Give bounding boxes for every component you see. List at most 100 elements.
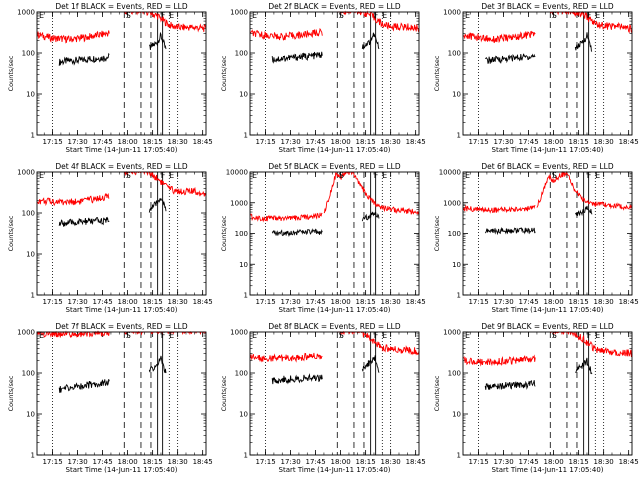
panel-title: Det 4f BLACK = Events, RED = LLD [55, 162, 188, 171]
x-tick-label: 18:00 [118, 298, 138, 306]
x-tick-label: 18:00 [118, 458, 138, 466]
x-tick-label: 17:30 [280, 298, 300, 306]
y-tick-label: 10 [26, 91, 35, 99]
x-tick-label: 18:15 [143, 458, 163, 466]
x-axis-label: Start Time (14-Jun-11 17:05:40) [66, 306, 178, 314]
x-tick-label: 18:30 [168, 138, 188, 146]
y-tick-label: 1000 [17, 9, 35, 17]
y-tick-label: 1000 [17, 329, 35, 337]
x-tick-label: 17:30 [67, 138, 87, 146]
y-tick-label: 1000 [443, 9, 461, 17]
y-axis-label: Counts/sec [433, 375, 441, 411]
x-axis-label: Start Time (14-Jun-11 17:05:40) [492, 466, 604, 474]
x-tick-label: 18:45 [193, 138, 213, 146]
y-tick-label: 10 [239, 261, 248, 269]
panel-svg: Det 7f BLACK = Events, RED = LLDCounts/s… [0, 320, 213, 480]
detector-panel-6: Det 6f BLACK = Events, RED = LLD Counts/s… [426, 160, 639, 320]
x-tick-label: 17:15 [468, 138, 488, 146]
y-tick-label: 1 [457, 132, 461, 140]
x-tick-label: 17:30 [493, 138, 513, 146]
x-tick-label: 18:15 [356, 138, 376, 146]
series-events-line [485, 54, 535, 64]
y-tick-label: 10 [26, 251, 35, 259]
series-lld-line [464, 356, 536, 365]
y-tick-label: 100 [235, 370, 248, 378]
detector-panel-5: Det 5f BLACK = Events, RED = LLD Counts/s… [213, 160, 426, 320]
x-tick-label: 18:30 [381, 458, 401, 466]
panel-title: Det 6f BLACK = Events, RED = LLD [481, 162, 614, 171]
y-tick-label: 1 [457, 292, 461, 300]
x-axis-label: Start Time (14-Jun-11 17:05:40) [492, 306, 604, 314]
y-axis-label: Counts/sec [220, 375, 228, 411]
x-tick-label: 18:45 [193, 458, 213, 466]
panel-svg: Det 1f BLACK = Events, RED = LLD Counts/s… [0, 0, 213, 160]
x-tick-label: 18:00 [331, 458, 351, 466]
x-tick-label: 18:30 [594, 138, 614, 146]
panel-svg: Det 5f BLACK = Events, RED = LLDCounts/s… [213, 160, 426, 320]
x-tick-label: 18:30 [168, 298, 188, 306]
y-tick-label: 10 [452, 411, 461, 419]
x-tick-label: 18:00 [544, 458, 564, 466]
x-tick-label: 17:45 [306, 458, 326, 466]
x-tick-label: 17:45 [519, 458, 539, 466]
panel-title: Det 3f BLACK = Events, RED = LLD [481, 2, 614, 11]
series-lld-line [38, 31, 110, 43]
y-tick-label: 1 [31, 292, 35, 300]
plot-frame [37, 332, 206, 455]
x-axis-label: Start Time (14-Jun-11 17:05:40) [279, 306, 391, 314]
x-axis-label: Start Time (14-Jun-11 17:05:40) [279, 146, 391, 154]
x-axis-label: Start Time (14-Jun-11 17:05:40) [492, 146, 604, 154]
x-tick-label: 18:00 [544, 298, 564, 306]
x-tick-label: 17:30 [67, 458, 87, 466]
x-tick-label: 17:15 [255, 298, 275, 306]
y-tick-label: 10 [239, 91, 248, 99]
panel-title: Det 2f BLACK = Events, RED = LLD [268, 2, 401, 11]
detector-lightcurve-grid: Det 1f BLACK = Events, RED = LLD Counts/s… [0, 0, 640, 480]
x-tick-label: 17:15 [255, 458, 275, 466]
panel-svg: Det 3f BLACK = Events, RED = LLD Counts/s… [426, 0, 639, 160]
x-tick-label: 18:45 [406, 458, 426, 466]
x-tick-label: 17:45 [93, 298, 113, 306]
series-events-line [272, 375, 322, 384]
y-tick-label: 1000 [443, 329, 461, 337]
x-tick-label: 17:15 [42, 298, 62, 306]
y-tick-label: 1 [244, 452, 248, 460]
detector-panel-7: Det 7f BLACK = Events, RED = LLD Counts/s… [0, 320, 213, 480]
x-tick-label: 17:15 [468, 298, 488, 306]
x-tick-label: 17:30 [67, 298, 87, 306]
x-tick-label: 18:45 [193, 298, 213, 306]
y-axis-label: Counts/sec [433, 215, 441, 251]
y-tick-label: 1 [244, 292, 248, 300]
x-tick-label: 18:00 [331, 138, 351, 146]
plot-frame [463, 172, 632, 295]
panel-svg: Det 2f BLACK = Events, RED = LLD Counts/s… [213, 0, 426, 160]
x-tick-label: 18:15 [356, 458, 376, 466]
series-events-line [59, 217, 109, 226]
x-tick-label: 18:30 [381, 138, 401, 146]
y-axis-label: Counts/sec [220, 55, 228, 91]
x-tick-label: 18:15 [569, 458, 589, 466]
x-tick-label: 18:45 [619, 138, 639, 146]
panel-svg: Det 4f BLACK = Events, RED = LLDCounts/s… [0, 160, 213, 320]
x-tick-label: 18:45 [406, 138, 426, 146]
y-tick-label: 1000 [443, 199, 461, 207]
x-tick-label: 18:45 [619, 298, 639, 306]
series-events-line [485, 380, 535, 390]
x-axis-label: Start Time (14-Jun-11 17:05:40) [66, 146, 178, 154]
y-tick-label: 10 [26, 411, 35, 419]
panel-title: Det 9f BLACK = Events, RED = LLD [481, 322, 614, 331]
panel-svg: Det 8f BLACK = Events, RED = LLD Counts/s… [213, 320, 426, 480]
x-tick-label: 17:15 [42, 458, 62, 466]
y-tick-label: 1000 [230, 199, 248, 207]
y-tick-label: 100 [235, 50, 248, 58]
x-tick-label: 18:15 [143, 138, 163, 146]
y-axis-label: Counts/sec [7, 375, 15, 411]
x-tick-label: 17:45 [93, 458, 113, 466]
x-tick-label: 18:30 [381, 298, 401, 306]
y-axis-label: Counts/sec [220, 215, 228, 251]
x-tick-label: 18:15 [356, 298, 376, 306]
x-tick-label: 17:45 [306, 298, 326, 306]
x-axis-label: Start Time (14-Jun-11 17:05:40) [279, 466, 391, 474]
series-events-line [272, 52, 322, 63]
panel-svg: Det 6f BLACK = Events, RED = LLD Counts/s… [426, 160, 639, 320]
